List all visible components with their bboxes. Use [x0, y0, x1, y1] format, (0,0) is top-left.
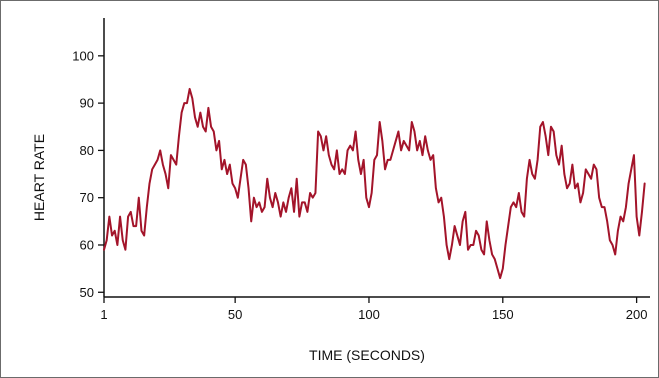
series-group	[103, 87, 646, 280]
x-axis: 1 50 100 150 200	[100, 296, 650, 322]
y-tick-label: 90	[80, 96, 94, 111]
x-axis-title: TIME (SECONDS)	[309, 347, 425, 363]
y-tick-label: 80	[80, 143, 94, 158]
y-tick-label: 50	[80, 285, 94, 300]
x-tick-label: 1	[100, 307, 107, 322]
x-tick-label: 200	[626, 307, 648, 322]
heart-rate-series-line	[103, 87, 646, 280]
y-axis-title: HEART RATE	[31, 134, 47, 221]
x-tick-label: 100	[358, 307, 380, 322]
y-tick-label: 100	[72, 48, 94, 63]
y-axis: 50 60 70 80 90 100	[72, 18, 105, 300]
x-tick-label: 50	[228, 307, 242, 322]
y-tick-label: 70	[80, 190, 94, 205]
x-tick-label: 150	[492, 307, 514, 322]
y-tick-label: 60	[80, 237, 94, 252]
